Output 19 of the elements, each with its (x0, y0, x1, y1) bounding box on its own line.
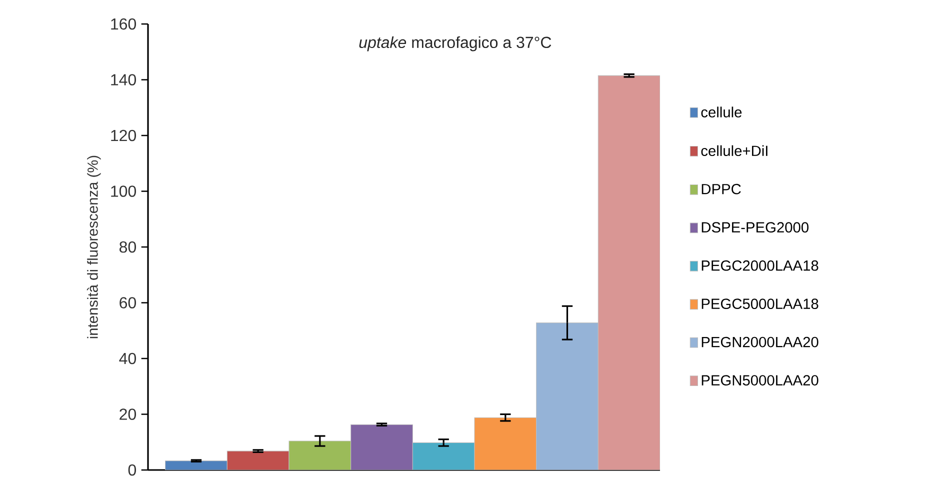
y-tick-label: 20 (120, 408, 136, 420)
legend-label: PEGC2000LAA18 (702, 260, 818, 271)
y-tick-label: 80 (120, 241, 136, 253)
y-tick-label: 120 (111, 130, 136, 142)
legend-label: DPPC (702, 184, 741, 194)
legend-label: PEGC5000LAA18 (702, 298, 818, 310)
legend-label: PEGN2000LAA20 (702, 336, 818, 348)
legend-label: cellule (701, 106, 742, 118)
text: uptake macrofagico a 37°C (359, 36, 552, 52)
y-tick-label: 0 (128, 464, 136, 476)
legend-label: PEGN5000LAA20 (702, 375, 818, 386)
y-tick-label: 40 (119, 352, 136, 364)
y-axis-title: intensità di fluorescenza (%) (86, 156, 101, 338)
legend-label: DSPE-PEG2000 (702, 222, 808, 233)
y-tick-label: 140 (111, 74, 136, 86)
y-tick-label: 100 (111, 186, 136, 197)
legend-label: cellule+DiI (701, 145, 768, 156)
y-tick-label: 60 (120, 297, 136, 308)
y-tick-label: 160 (111, 18, 136, 30)
